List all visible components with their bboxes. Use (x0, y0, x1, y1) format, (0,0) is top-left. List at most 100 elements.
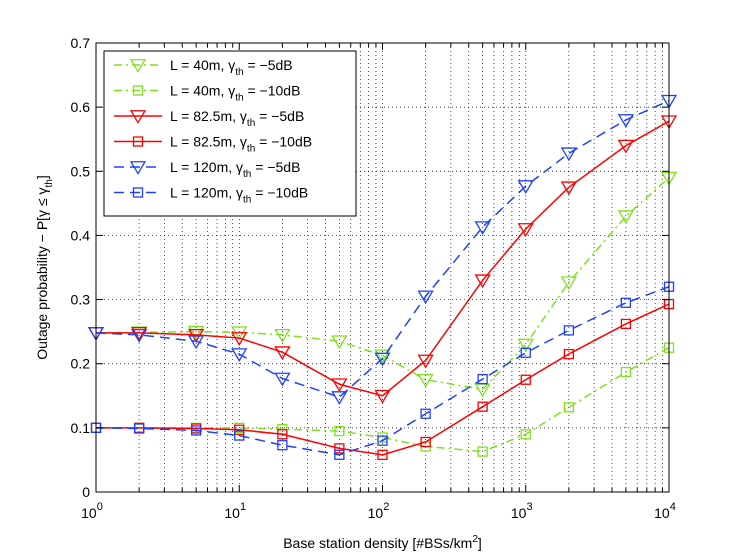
data-point (563, 325, 575, 336)
series-5 (87, 94, 678, 406)
data-point (277, 440, 288, 451)
x-tick-label: 101 (224, 501, 246, 521)
data-point (234, 430, 245, 441)
y-tick-label: 0.3 (71, 292, 91, 308)
y-tick-label: 0.5 (71, 163, 91, 179)
data-point (374, 352, 391, 367)
y-tick-label: 0.1 (71, 420, 91, 436)
legend-label: L = 82.5m, γth = −5dB (170, 108, 304, 129)
legend-marker (129, 59, 147, 73)
x-axis-title: Base station density [#BSs/km2] (283, 534, 482, 551)
data-point (420, 408, 431, 419)
data-point (417, 373, 434, 388)
data-point (190, 425, 202, 436)
data-point (560, 276, 578, 291)
data-point (617, 210, 635, 225)
data-point (331, 391, 348, 406)
series-line (95, 177, 670, 391)
data-point (617, 114, 635, 128)
y-tick-label: 0.6 (71, 99, 91, 115)
data-point (620, 366, 632, 378)
legend-label: L = 120m, γth = −10dB (170, 185, 308, 206)
data-point (617, 139, 635, 154)
legend-box (103, 50, 357, 217)
series-line (95, 286, 670, 456)
x-tick-label: 102 (368, 501, 390, 521)
x-tick-label: 103 (511, 501, 533, 521)
data-point (377, 449, 388, 460)
data-point (234, 424, 245, 435)
legend-marker (132, 136, 144, 147)
data-point (417, 354, 434, 369)
data-point (231, 332, 248, 346)
data-point (374, 349, 391, 364)
series-line (95, 100, 670, 398)
axis-labels: 0 0.1 0.2 0.3 0.4 0.5 0.6 0.7 100 101 102 103 104 Bas… (34, 35, 676, 551)
y-tick-label: 0.2 (71, 356, 91, 372)
legend-entry-3: L = 82.5m, γth = −5dB (114, 108, 304, 129)
data-point (517, 338, 534, 353)
y-tick-label: 0 (82, 484, 90, 500)
data-point (620, 297, 632, 308)
legend-entry-1: L = 40m, γth = −5dB (114, 57, 293, 78)
data-point (187, 325, 205, 340)
data-point (231, 348, 248, 363)
x-tick-label: 100 (81, 501, 103, 521)
data-point (620, 318, 632, 330)
data-point (331, 335, 348, 350)
data-point (130, 328, 148, 343)
data-point (520, 429, 531, 440)
data-point (334, 425, 345, 437)
legend-marker (129, 161, 147, 175)
data-point (563, 348, 575, 360)
data-point (417, 290, 434, 305)
data-point (420, 436, 431, 448)
data-point (474, 274, 491, 289)
legend-entry-6: L = 120m, γth = −10dB (114, 185, 308, 206)
data-point (477, 446, 488, 457)
legend-marker (129, 110, 147, 124)
data-point (560, 147, 578, 162)
series-line (96, 120, 670, 397)
y-axis-title: Outage probability − P[γ ≤ γth] (34, 175, 55, 360)
legend-entry-2: L = 40m, γth = −10dB (114, 83, 300, 104)
data-point (474, 221, 491, 236)
data-point (277, 429, 288, 440)
axis-ticks (96, 42, 669, 493)
data-point (377, 435, 388, 446)
y-tick-label: 0.7 (71, 35, 91, 51)
data-point (477, 373, 488, 385)
series-layer (87, 94, 678, 460)
legend-label: L = 82.5m, γth = −10dB (170, 134, 312, 155)
legend-label: L = 40m, γth = −10dB (170, 83, 300, 104)
data-point (187, 335, 205, 350)
data-point (133, 423, 145, 434)
data-point (477, 401, 488, 412)
data-point (520, 374, 531, 385)
data-point (274, 328, 291, 343)
data-point (331, 378, 348, 393)
data-point (560, 181, 578, 196)
data-point (517, 223, 534, 237)
legend-marker (132, 187, 144, 198)
legend: L = 40m, γth = −5dB L = 40m, γth = −10dB L… (103, 50, 357, 217)
data-point (274, 346, 291, 361)
data-point (517, 180, 534, 194)
data-point (520, 347, 531, 358)
legend-entry-4: L = 82.5m, γth = −10dB (114, 134, 312, 155)
data-point (374, 389, 391, 404)
legend-label: L = 120m, γth = −5dB (170, 159, 300, 180)
data-point (274, 372, 291, 387)
x-tick-label: 104 (654, 501, 676, 521)
data-point (334, 443, 345, 454)
legend-label: L = 40m, γth = −5dB (170, 57, 293, 78)
y-tick-label: 0.4 (71, 227, 91, 243)
legend-marker (132, 85, 144, 96)
data-point (130, 327, 148, 341)
data-point (563, 402, 575, 413)
data-point (334, 449, 345, 460)
legend-entry-5: L = 120m, γth = −5dB (114, 159, 300, 180)
series-line (96, 303, 670, 456)
series-6 (90, 281, 675, 460)
